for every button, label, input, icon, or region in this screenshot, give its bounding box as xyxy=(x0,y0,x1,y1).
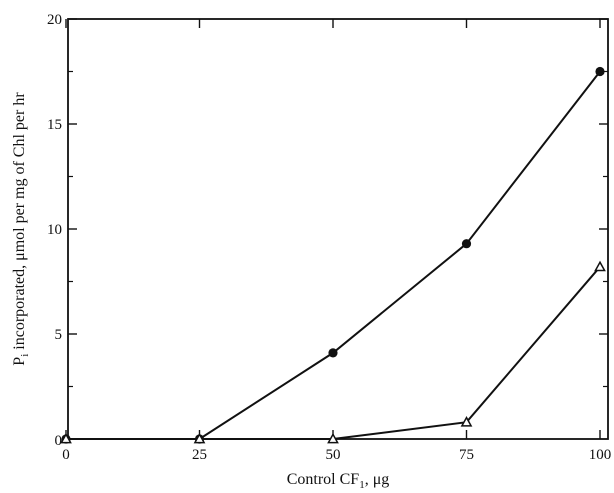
y-tick-label-3: 15 xyxy=(47,117,62,133)
plot-frame xyxy=(67,18,609,440)
data-point-filled-2 xyxy=(328,348,338,358)
y-tick-label-0: 0 xyxy=(55,433,63,449)
data-point-open-4 xyxy=(594,260,606,272)
series-line-0 xyxy=(66,70,601,440)
data-point-open-1 xyxy=(193,432,206,444)
data-point-filled-4 xyxy=(595,66,605,77)
x-tick-label-3: 75 xyxy=(459,447,474,463)
x-axis-label: Control CF1, μg xyxy=(287,471,390,491)
x-tick-label-2: 50 xyxy=(326,447,341,463)
data-point-open-3 xyxy=(460,416,473,427)
x-tick-label-1: 25 xyxy=(192,447,207,463)
y-axis-label: Pi incorporated, μmol per mg of Chl per … xyxy=(11,92,31,366)
tick-marks xyxy=(65,18,608,439)
y-tick-label-4: 20 xyxy=(47,12,62,28)
data-point-open-2 xyxy=(327,432,339,444)
y-tick-label-2: 10 xyxy=(47,222,62,238)
y-tick-label-1: 5 xyxy=(55,327,63,343)
data-point-open-0 xyxy=(60,432,72,444)
series-markers xyxy=(60,66,606,444)
x-tick-label-4: 100 xyxy=(589,447,612,463)
x-tick-label-0: 0 xyxy=(62,447,70,463)
series-lines xyxy=(66,70,601,440)
data-point-filled-3 xyxy=(461,239,472,249)
tick-labels: 0 25 50 75 100 0 5 10 15 20 xyxy=(47,12,611,463)
